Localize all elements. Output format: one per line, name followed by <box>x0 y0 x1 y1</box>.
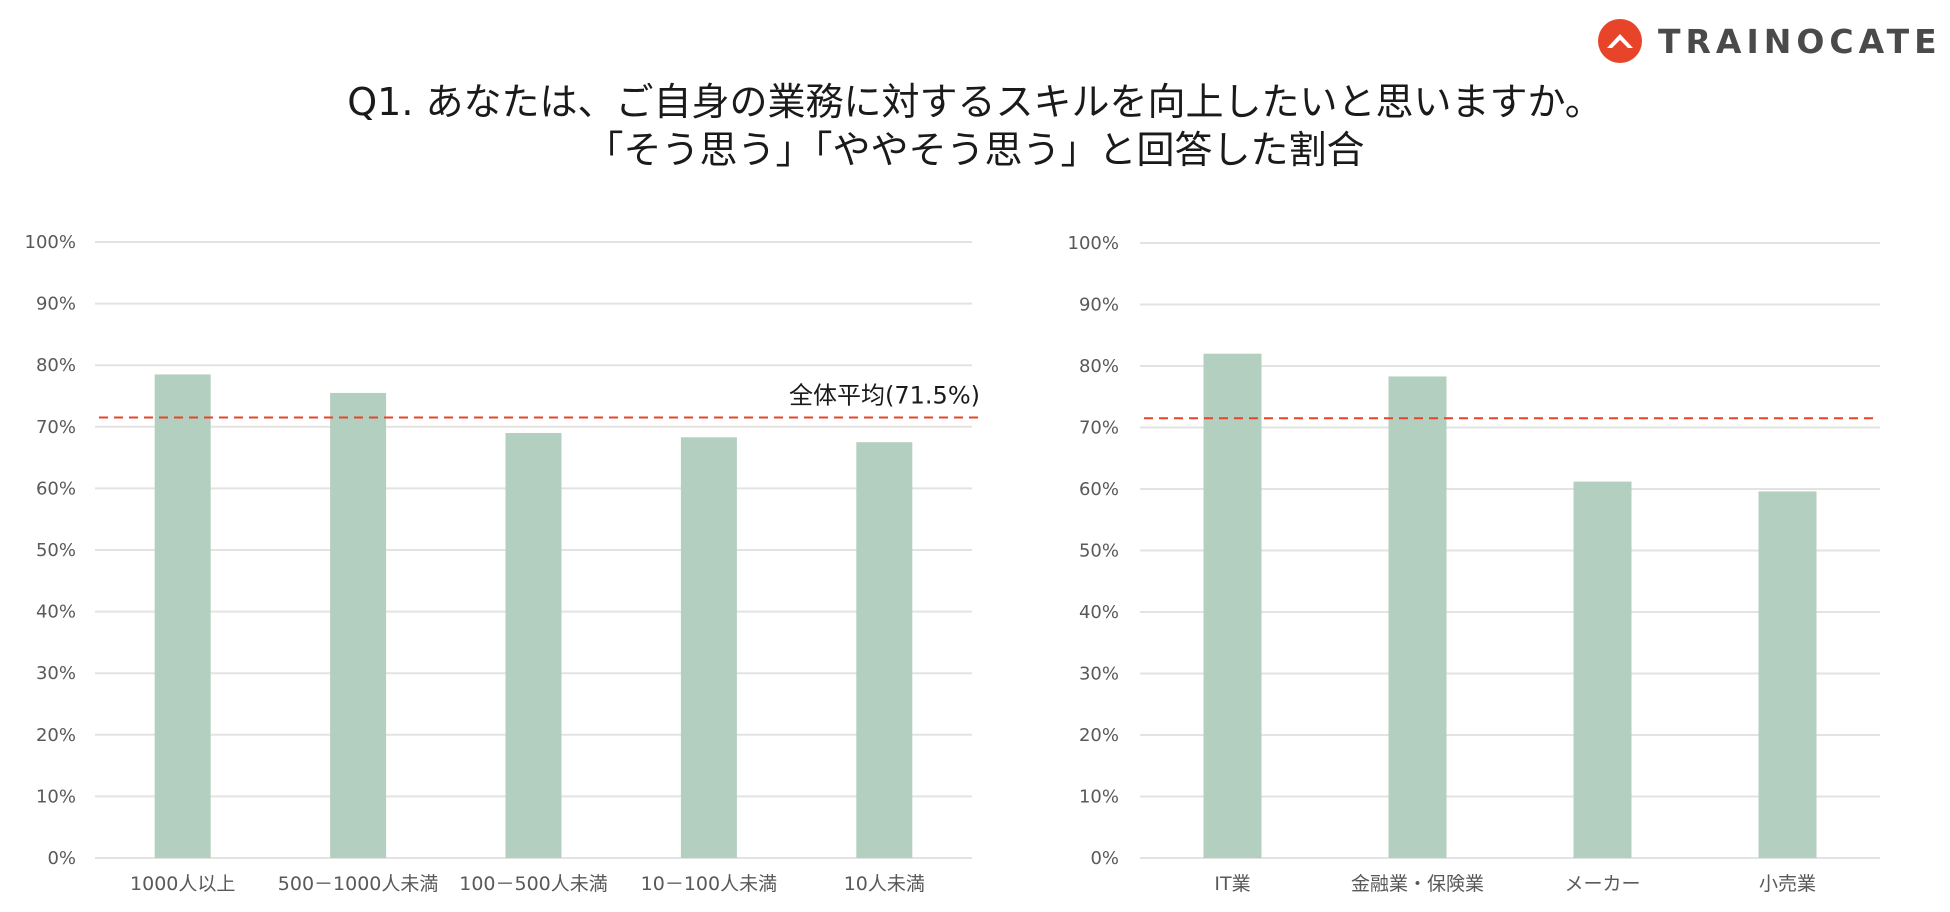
brand-logo: TRAINOCATE <box>1598 18 1942 64</box>
left-bar <box>856 442 913 858</box>
right-category-label: 小売業 <box>1759 873 1816 895</box>
left-category-label: 100－500人未満 <box>459 873 608 895</box>
right-y-tick-label: 60% <box>1079 479 1119 500</box>
right-y-tick-label: 100% <box>1068 233 1119 254</box>
left-bar <box>154 374 211 858</box>
chart-by-industry: 0% 10% 20% 30% 40% 50% 60% 70% 80% 90% 100% IT業 金融業・… <box>1000 0 1950 912</box>
right-y-tick-label: 70% <box>1079 418 1119 439</box>
right-bar <box>1388 376 1447 858</box>
right-y-tick-label: 10% <box>1079 787 1119 808</box>
right-category-label: IT業 <box>1214 873 1250 895</box>
left-category-label: 1000人以上 <box>130 873 235 895</box>
left-y-tick-label: 30% <box>36 663 76 684</box>
left-category-label: 500－1000人未満 <box>278 873 439 895</box>
left-y-tick-label: 60% <box>36 478 76 499</box>
right-y-tick-label: 80% <box>1079 356 1119 377</box>
chart-right-svg: 0% 10% 20% 30% 40% 50% 60% 70% 80% 90% 100% IT業 金融業・… <box>1068 233 1880 895</box>
right-bar <box>1573 481 1632 858</box>
left-y-tick-label: 20% <box>36 725 76 746</box>
left-bar <box>505 432 562 858</box>
left-category-label: 10人未満 <box>844 873 925 895</box>
right-category-label: 金融業・保険業 <box>1351 873 1484 895</box>
chart-left-svg: 0% 10% 20% 30% 40% 50% 60% 70% 80% 90% 100% 1000人以上… <box>25 232 980 895</box>
left-y-tick-label: 100% <box>25 232 76 253</box>
left-y-tick-label: 10% <box>36 786 76 807</box>
left-y-tick-label: 70% <box>36 417 76 438</box>
right-y-tick-label: 90% <box>1079 295 1119 316</box>
left-average-label: 全体平均(71.5%) <box>789 382 980 410</box>
left-category-label: 10－100人未満 <box>641 873 777 895</box>
right-y-tick-label: 50% <box>1079 541 1119 562</box>
left-y-tick-label: 0% <box>47 848 76 869</box>
right-bar <box>1203 353 1262 858</box>
right-y-tick-label: 20% <box>1079 725 1119 746</box>
right-y-tick-label: 40% <box>1079 602 1119 623</box>
left-bar <box>680 437 737 858</box>
right-category-label: メーカー <box>1564 873 1640 895</box>
right-y-tick-label: 30% <box>1079 664 1119 685</box>
brand-name: TRAINOCATE <box>1658 21 1942 61</box>
title-line-1: Q1. あなたは、ご自身の業務に対するスキルを向上したいと思いますか。 <box>347 80 1603 124</box>
right-y-tick-label: 0% <box>1090 848 1119 869</box>
left-bar <box>330 392 387 858</box>
title-line-2: 「そう思う」「ややそう思う」と回答した割合 <box>585 128 1365 172</box>
left-y-tick-label: 80% <box>36 355 76 376</box>
page-title: Q1. あなたは、ご自身の業務に対するスキルを向上したいと思いますか。 「そう思… <box>0 78 1950 174</box>
left-y-tick-label: 90% <box>36 294 76 315</box>
left-y-tick-label: 50% <box>36 540 76 561</box>
left-y-tick-label: 40% <box>36 602 76 623</box>
chart-by-company-size: 0% 10% 20% 30% 40% 50% 60% 70% 80% 90% 100% 1000人以上… <box>25 232 980 895</box>
right-bar <box>1758 491 1817 858</box>
trainocate-logo-icon <box>1598 19 1642 63</box>
